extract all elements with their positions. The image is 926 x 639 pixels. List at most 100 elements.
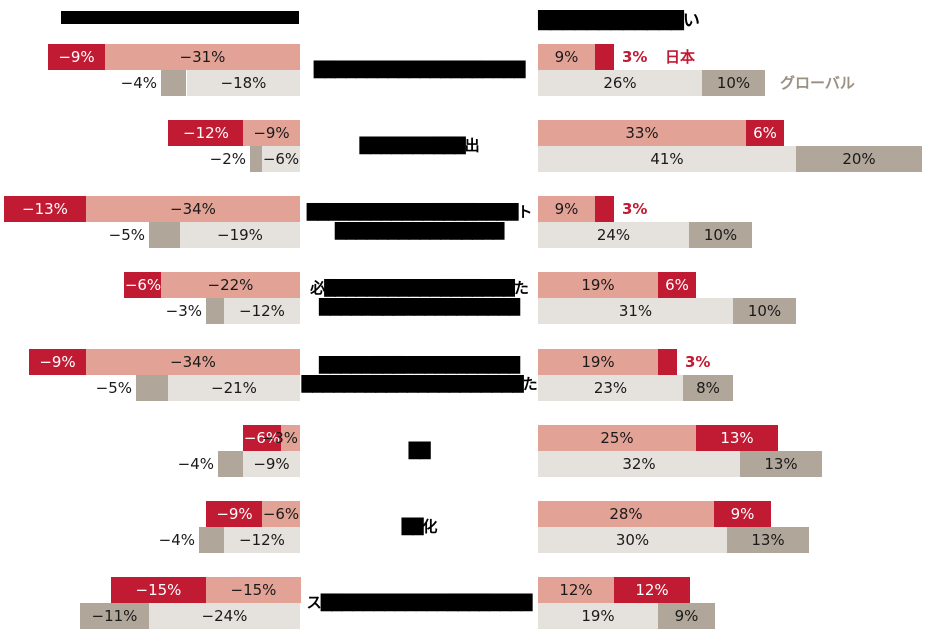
bar-segment-right-global-somewhat [538,375,683,401]
bar-value-label: −13% [22,200,68,218]
bar-value-label: −12% [183,124,229,142]
bar-value-label: −15% [135,581,182,599]
bar-value-label: −4% [158,531,195,549]
bar-value-label: 13% [720,429,754,447]
bar-segment-right-global-strong [733,298,796,324]
bar-value-label: 20% [842,150,876,168]
bar-value-label: 13% [751,531,785,549]
bar-segment-right-japan-somewhat [538,272,658,298]
bar-segment-right-global-somewhat [538,146,796,172]
bar-segment-right-global-strong [658,603,715,629]
bar-segment-right-japan-somewhat [538,349,658,375]
bar-value-label: −34% [170,200,216,218]
bar-value-label: −6% [124,276,162,294]
bar-value-label: −5% [108,226,145,244]
bar-segment-left-japan-strong [243,425,281,451]
bar-value-label: 32% [622,455,656,473]
bar-segment-left-global-somewhat [224,527,300,553]
bar-value-label: −21% [211,379,257,397]
bar-segment-left-japan-strong [168,120,244,146]
bar-segment-left-global-strong [199,527,224,553]
category-label: ス████████████████████ [306,593,533,612]
bar-value-label: 3% [622,200,648,218]
bar-value-label: 9% [554,200,579,218]
bar-value-label: 26% [603,74,637,92]
bar-segment-left-global-somewhat [262,146,300,172]
bar-segment-left-japan-somewhat [281,425,300,451]
bar-segment-left-global-somewhat [180,222,300,248]
bar-segment-right-japan-strong [595,196,614,222]
bar-value-label: −12% [239,531,285,549]
bar-segment-left-japan-strong [48,44,105,70]
bar-value-label: 30% [615,531,650,549]
bar-value-label: −9% [39,353,76,371]
bar-segment-left-japan-somewhat [243,120,300,146]
bar-segment-right-global-somewhat [538,527,727,553]
bar-value-label: 23% [593,379,628,397]
bar-value-label: 31% [618,302,653,320]
bar-segment-right-japan-strong [696,425,778,451]
bar-segment-right-japan-strong [714,501,771,527]
bar-value-label: 9% [554,48,579,66]
bar-value-label: 3% [685,353,711,371]
bar-segment-right-global-strong [727,527,809,553]
bar-value-label: −19% [217,226,263,244]
bar-value-label: 12% [635,581,669,599]
bar-value-label: 10% [703,226,738,244]
bar-segment-left-global-somewhat [243,451,300,477]
bar-segment-left-japan-somewhat [262,501,300,527]
bar-segment-right-global-strong [689,222,752,248]
bar-segment-left-global-somewhat [187,70,300,96]
bar-segment-left-japan-somewhat [161,272,300,298]
bar-value-label: −15% [230,581,277,599]
bar-segment-right-global-strong [683,375,733,401]
bar-value-label: 13% [764,455,798,473]
bar-segment-left-japan-somewhat [206,577,301,603]
category-label: ████████████████████ [313,60,526,79]
bar-segment-right-japan-somewhat [538,501,714,527]
bar-segment-right-japan-strong [595,44,614,70]
bar-segment-right-global-strong [740,451,822,477]
bar-value-label: 10% [747,302,782,320]
bar-value-label: −24% [201,607,248,625]
bar-value-label: 19% [581,353,615,371]
bar-value-label: 12% [559,581,593,599]
bar-segment-right-japan-somewhat [538,577,614,603]
bar-value-label: −3% [165,302,202,320]
bar-value-label: −4% [177,455,214,473]
bar-value-label: −18% [220,74,267,92]
bar-value-label: 24% [596,226,631,244]
legend-japan: 日本 [665,48,696,66]
bar-value-label: −22% [207,276,254,294]
bar-segment-left-global-somewhat [168,375,300,401]
bar-segment-left-global-strong [218,451,243,477]
bar-value-label: −9% [58,48,95,66]
bar-value-label: −4% [120,74,157,92]
bar-segment-left-japan-somewhat [105,44,300,70]
bar-segment-right-japan-strong [658,349,677,375]
bar-value-label: 10% [716,74,751,92]
bar-segment-left-global-strong [250,146,263,172]
bar-value-label: 19% [581,276,615,294]
bar-segment-right-global-strong [702,70,765,96]
bar-value-label: 6% [753,124,777,142]
bar-segment-left-global-strong [206,298,225,324]
bar-segment-right-global-somewhat [538,298,733,324]
bar-value-label: −12% [239,302,285,320]
bar-segment-right-japan-somewhat [538,425,696,451]
category-label: 必██████████████████た ███████████████████ [310,279,529,316]
bar-value-label: −9% [216,505,253,523]
bar-segment-right-japan-strong [658,272,696,298]
bar-value-label: −6% [243,429,281,447]
category-label: ████████████████████ト ████████████████ [306,203,533,240]
bar-segment-right-global-somewhat [538,451,740,477]
bar-segment-left-japan-strong [29,349,86,375]
bar-segment-right-japan-strong [614,577,690,603]
bar-segment-right-japan-strong [746,120,784,146]
bar-segment-right-japan-somewhat [538,120,746,146]
bar-segment-left-japan-somewhat [86,196,300,222]
bar-value-label: −3% [261,429,298,447]
bar-segment-right-japan-somewhat [538,44,595,70]
bar-value-label: −31% [179,48,226,66]
